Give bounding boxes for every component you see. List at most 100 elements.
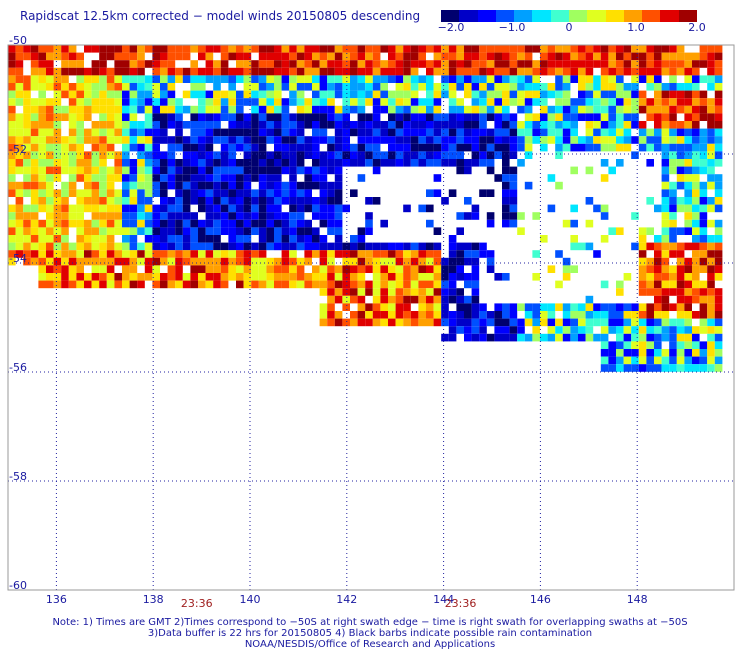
data-cell: [258, 235, 267, 243]
data-cell: [448, 189, 457, 197]
data-cell: [30, 166, 39, 175]
data-cell: [547, 174, 556, 182]
data-cell: [190, 257, 198, 266]
data-cell: [608, 113, 616, 121]
data-cell: [129, 83, 138, 91]
data-cell: [524, 90, 533, 99]
data-cell: [160, 273, 168, 281]
data-cell: [304, 197, 312, 205]
data-cell: [258, 227, 267, 235]
data-cell: [319, 67, 328, 76]
data-cell: [616, 318, 624, 327]
data-cell: [471, 273, 480, 281]
data-cell: [167, 250, 176, 258]
data-cell: [365, 45, 373, 53]
data-cell: [228, 166, 236, 175]
data-cell: [327, 83, 335, 91]
data-cell: [281, 273, 290, 281]
data-cell: [46, 189, 54, 197]
data-cell: [600, 349, 609, 357]
data-cell: [281, 159, 290, 167]
data-cell: [509, 151, 518, 159]
data-cell: [631, 113, 639, 121]
data-cell: [236, 105, 244, 114]
data-cell: [623, 364, 632, 372]
data-cell: [479, 60, 487, 68]
data-cell: [152, 166, 160, 175]
data-cell: [266, 45, 274, 53]
data-cell: [684, 166, 692, 175]
data-cell: [395, 121, 404, 129]
data-cell: [471, 212, 480, 220]
data-cell: [532, 45, 540, 53]
data-cell: [334, 166, 343, 175]
data-cell: [426, 303, 434, 311]
data-cell: [99, 75, 107, 83]
data-cell: [524, 121, 533, 129]
data-cell: [365, 227, 373, 235]
data-cell: [304, 75, 312, 83]
data-cell: [289, 257, 297, 266]
data-cell: [106, 128, 115, 137]
data-cell: [274, 219, 282, 228]
data-cell: [684, 204, 692, 213]
data-cell: [144, 265, 153, 273]
data-cell: [578, 311, 586, 319]
data-cell: [334, 159, 343, 167]
data-cell: [122, 113, 130, 121]
data-cell: [137, 83, 145, 91]
data-cell: [182, 273, 191, 281]
data-cell: [380, 295, 388, 304]
data-cell: [357, 265, 366, 273]
data-cell: [236, 67, 244, 76]
data-cell: [258, 250, 267, 258]
data-cell: [365, 318, 373, 327]
data-cell: [319, 189, 328, 197]
latitude-tick-label: -50: [9, 34, 27, 47]
data-cell: [578, 326, 586, 334]
data-cell: [220, 159, 229, 167]
data-cell: [646, 364, 654, 372]
data-cell: [68, 52, 77, 61]
data-cell: [433, 151, 442, 159]
data-cell: [441, 113, 449, 121]
data-cell: [334, 174, 343, 182]
data-cell: [623, 356, 632, 365]
data-cell: [266, 128, 274, 137]
data-cell: [99, 181, 107, 190]
data-cell: [122, 60, 130, 68]
data-cell: [494, 75, 502, 83]
data-cell: [517, 52, 525, 61]
data-cell: [494, 326, 502, 334]
data-cell: [312, 250, 320, 258]
colorbar-tick-label: 2.0: [688, 21, 706, 34]
data-cell: [30, 189, 39, 197]
data-cell: [182, 257, 191, 266]
data-cell: [669, 105, 677, 114]
data-cell: [160, 166, 168, 175]
data-cell: [494, 318, 502, 327]
data-cell: [274, 273, 282, 281]
data-cell: [61, 166, 69, 175]
data-cell: [84, 242, 92, 251]
data-cell: [243, 189, 252, 197]
data-cell: [296, 159, 305, 167]
data-cell: [578, 98, 586, 106]
data-cell: [220, 280, 229, 289]
data-cell: [502, 166, 510, 175]
data-cell: [623, 90, 632, 99]
data-cell: [175, 219, 183, 228]
data-cell: [205, 121, 214, 129]
data-cell: [15, 83, 24, 91]
data-cell: [509, 174, 518, 182]
data-cell: [570, 121, 578, 129]
data-cell: [144, 113, 153, 121]
data-cell: [517, 318, 525, 327]
data-cell: [585, 75, 594, 83]
data-cell: [631, 151, 639, 159]
data-cell: [638, 250, 647, 258]
data-cell: [555, 52, 563, 61]
data-cell: [137, 250, 145, 258]
data-cell: [304, 273, 312, 281]
data-cell: [46, 143, 54, 152]
